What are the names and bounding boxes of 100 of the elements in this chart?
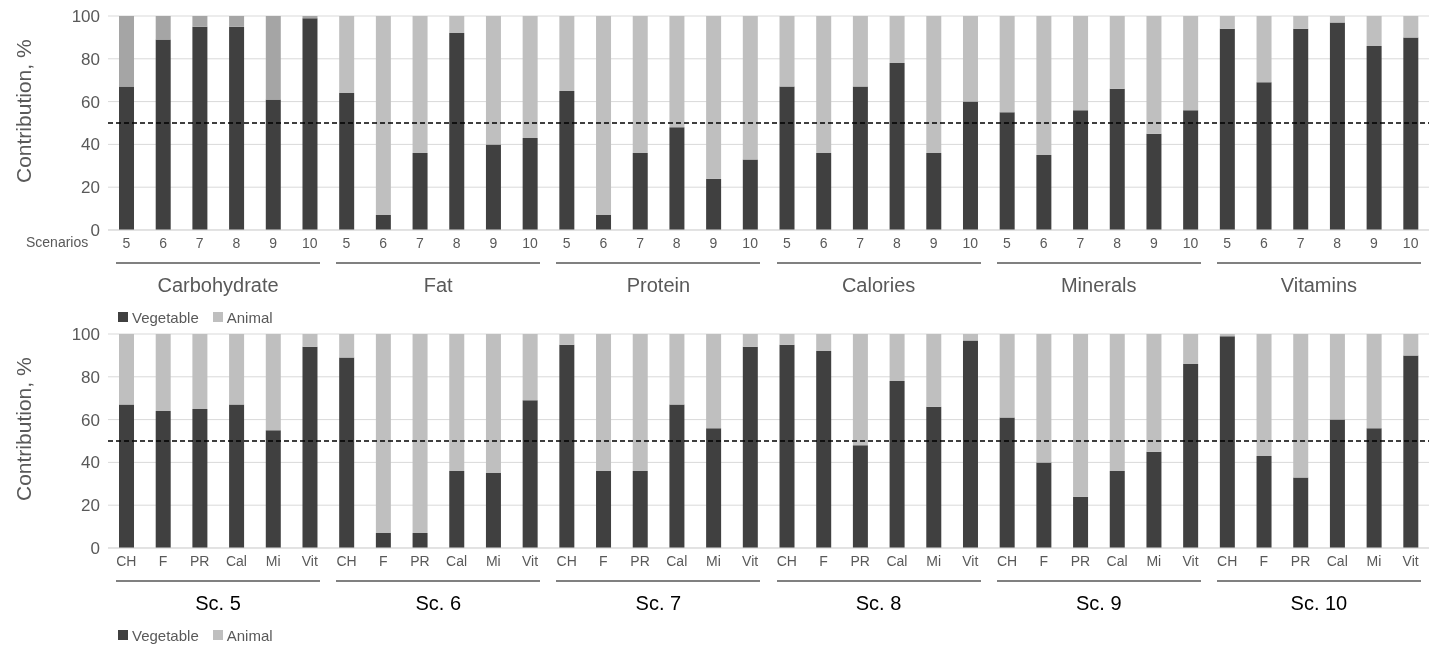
x-tick-label: Mi	[1146, 552, 1162, 569]
y-axis-title: Contribution, %	[12, 39, 36, 183]
bar	[596, 470, 612, 548]
bar	[1073, 16, 1089, 111]
bar	[1109, 470, 1125, 548]
y-tick-label: 40	[81, 135, 100, 155]
bar	[119, 334, 135, 405]
bar	[889, 16, 905, 64]
x-tick-label: 10	[302, 234, 318, 251]
bar	[155, 39, 171, 230]
x-tick-label: 5	[342, 234, 351, 251]
bar	[192, 334, 208, 409]
x-tick-label: Mi	[1366, 552, 1382, 569]
bar	[1256, 455, 1272, 548]
x-tick-label: F	[378, 552, 388, 569]
x-tick-label: 5	[1003, 234, 1012, 251]
y-tick-label: 0	[90, 539, 100, 559]
bar	[449, 334, 465, 471]
bar	[1036, 155, 1052, 230]
x-tick-label: 5	[122, 234, 131, 251]
x-tick-label: 9	[1370, 234, 1379, 251]
bar	[999, 16, 1015, 113]
bar	[1073, 496, 1089, 548]
bar	[632, 16, 648, 153]
y-tick-label: 80	[81, 367, 100, 387]
x-tick-label: Mi	[926, 552, 942, 569]
bar	[302, 16, 318, 19]
text: Carbohydrate	[156, 274, 280, 297]
x-tick-label: F	[819, 552, 828, 569]
x-tick-label: 7	[416, 234, 424, 251]
x-tick-label: 8	[893, 234, 902, 251]
bar	[1073, 334, 1089, 497]
x-tick-label: 9	[709, 234, 718, 251]
x-tick-label: 10	[962, 234, 979, 251]
x-tick-label: Vit	[742, 552, 759, 569]
bar	[1183, 334, 1199, 364]
x-tick-label: 6	[379, 234, 388, 251]
bar	[119, 86, 135, 230]
x-tick-label: PR	[410, 552, 430, 569]
bar	[926, 334, 942, 407]
bar	[852, 445, 868, 548]
x-tick-label: Cal	[225, 552, 247, 569]
bar	[522, 16, 538, 138]
x-tick-label: Cal	[666, 552, 688, 569]
bar	[962, 340, 978, 548]
x-tick-label: CH	[336, 552, 357, 569]
bar	[1183, 110, 1199, 230]
bar	[1073, 110, 1089, 230]
y-axis-title: Contribution, %	[12, 357, 36, 501]
bar	[522, 400, 538, 548]
bar	[1109, 16, 1125, 89]
x-tick-label: 9	[489, 234, 498, 251]
x-tick-label: Cal	[1326, 552, 1348, 569]
bar	[1183, 363, 1199, 548]
bar	[265, 16, 281, 100]
bar	[962, 334, 978, 341]
bar	[999, 417, 1015, 548]
bar	[192, 26, 208, 230]
bar	[559, 344, 575, 548]
bar	[559, 90, 575, 230]
bar	[926, 152, 942, 230]
bar	[816, 334, 832, 352]
bar	[596, 215, 612, 230]
legend-label: Vegetable	[131, 626, 199, 644]
bar	[155, 334, 171, 412]
bar	[999, 334, 1015, 418]
bar	[229, 334, 245, 405]
y-tick-label: 20	[81, 178, 100, 198]
bar	[485, 16, 501, 145]
bar	[119, 404, 135, 548]
x-tick-label: 8	[1113, 234, 1122, 251]
x-tick-label: CH	[776, 552, 797, 569]
x-tick-label: Vit	[301, 552, 318, 569]
bar	[926, 406, 942, 548]
x-tick-label: F	[599, 552, 608, 569]
bar	[889, 63, 905, 230]
x-tick-label: 7	[856, 234, 865, 251]
bar	[119, 16, 135, 87]
bar	[706, 16, 722, 179]
y-tick-label: 60	[81, 92, 100, 112]
y-tick-label: 0	[90, 221, 100, 241]
bar	[1403, 16, 1419, 38]
x-tick-label: PR	[630, 552, 650, 569]
bar	[375, 215, 391, 230]
x-tick-label: CH	[556, 552, 577, 569]
bar	[1256, 82, 1272, 230]
bar	[1329, 22, 1345, 230]
bar	[155, 16, 171, 40]
bar	[1366, 334, 1382, 429]
bar	[192, 16, 208, 27]
bar	[339, 334, 355, 358]
bar	[559, 334, 575, 345]
text: Sc. 6	[414, 592, 462, 615]
text: Vitamins	[1279, 274, 1359, 297]
x-tick-label: Vit	[1402, 552, 1419, 569]
text: Minerals	[1059, 274, 1138, 297]
bar	[742, 16, 758, 160]
bar	[1146, 16, 1162, 134]
bar	[1256, 16, 1272, 83]
bar	[229, 26, 245, 230]
